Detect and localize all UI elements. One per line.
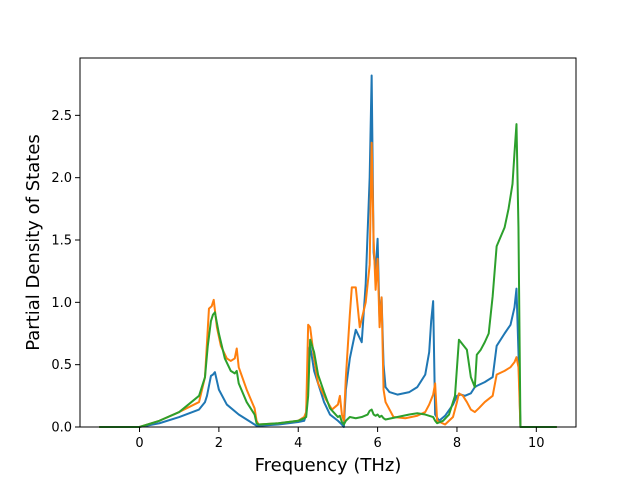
series-line-2 bbox=[98, 141, 558, 428]
x-tick-label: 2 bbox=[215, 436, 223, 451]
x-tick-label: 10 bbox=[528, 436, 545, 451]
x-tick-label: 6 bbox=[373, 436, 381, 451]
y-tick-label: 1.0 bbox=[51, 296, 72, 311]
y-tick-label: 2.0 bbox=[51, 171, 72, 186]
y-axis-ticks: 0.0 0.5 1.0 1.5 2.0 2.5 bbox=[51, 109, 80, 436]
y-tick-label: 0.0 bbox=[51, 421, 72, 436]
y-tick-label: 0.5 bbox=[51, 358, 72, 373]
x-tick-label: 8 bbox=[453, 436, 461, 451]
x-axis-ticks: 0 2 4 6 8 10 bbox=[135, 427, 545, 451]
x-axis-label: Frequency (THz) bbox=[255, 455, 402, 476]
series-layer bbox=[98, 74, 558, 428]
x-tick-label: 0 bbox=[135, 436, 143, 451]
series-line-3 bbox=[98, 123, 558, 428]
y-tick-label: 1.5 bbox=[51, 234, 72, 249]
x-tick-label: 4 bbox=[294, 436, 302, 451]
y-axis-label: Partial Density of States bbox=[23, 134, 44, 351]
y-tick-label: 2.5 bbox=[51, 109, 72, 124]
series-line-1 bbox=[98, 74, 558, 428]
plot-frame bbox=[79, 57, 577, 428]
